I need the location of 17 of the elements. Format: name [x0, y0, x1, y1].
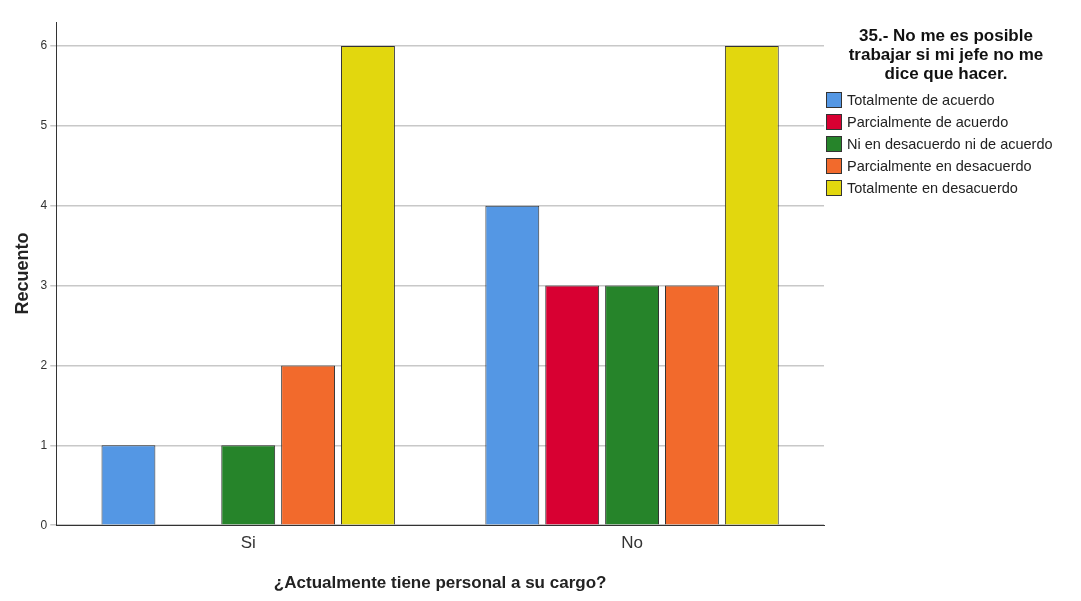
x-tick-label: Si: [240, 533, 256, 553]
legend-title: 35.- No me es posible trabajar si mi jefe no me dice que hacer.: [847, 26, 1045, 83]
y-axis-title: Recuento: [11, 232, 32, 315]
legend-label: Parcialmente en desacuerdo: [847, 158, 1032, 174]
y-tick-label: 0: [40, 517, 48, 532]
y-tick-label: 1: [40, 437, 48, 452]
x-tick-label: No: [621, 533, 643, 553]
y-tick-label: 6: [40, 38, 48, 53]
y-tick-label: 5: [40, 118, 48, 133]
y-tick-label: 4: [40, 198, 48, 213]
legend-label: Ni en desacuerdo ni de acuerdo: [847, 136, 1053, 152]
x-axis-title: ¿Actualmente tiene personal a su cargo?: [273, 573, 607, 593]
legend-label: Parcialmente de acuerdo: [847, 114, 1009, 130]
y-tick-label: 3: [40, 277, 48, 292]
y-tick-label: 2: [40, 357, 48, 372]
legend-label: Totalmente de acuerdo: [847, 92, 995, 108]
legend-label: Totalmente en desacuerdo: [847, 180, 1018, 196]
